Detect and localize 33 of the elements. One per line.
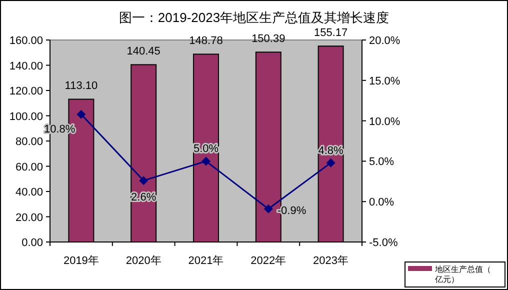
data-label: 150.39 — [252, 33, 286, 46]
x-tick-label: 2021年 — [188, 255, 224, 267]
title: 图一：2019-2023年地区生产总值及其增长速度 — [118, 10, 390, 25]
point — [202, 156, 210, 166]
y2-tick-label: 0.0% — [369, 196, 394, 209]
x-tick-label: 2022年 — [250, 255, 286, 267]
legend-label: 地区生产总值（亿元） — [434, 265, 491, 284]
y-tick-label: 60.00 — [15, 161, 43, 174]
y-tick-label: 80.00 — [15, 136, 43, 148]
y-tick-label: 0.00 — [22, 237, 43, 249]
y-tick-label: 100.00 — [9, 110, 43, 123]
y2-tick-label: 10.0% — [369, 116, 400, 128]
y-tick-label: 40.00 — [15, 186, 43, 198]
data-label: 155.17 — [314, 27, 348, 40]
point — [264, 204, 273, 214]
point — [326, 158, 336, 168]
x-tick-label: 2023年 — [313, 255, 349, 267]
point — [139, 176, 148, 186]
y-tick-label: 20.00 — [15, 212, 43, 224]
y2-tick-label: -5.0% — [369, 237, 398, 249]
x-tick-label: 2020年 — [126, 255, 162, 267]
data-label: 148.78 — [189, 35, 223, 48]
y2-tick-label: 5.0% — [369, 156, 394, 168]
x-tick-label: 2019年 — [63, 255, 99, 267]
y-tick-label: 140.00 — [9, 60, 43, 72]
data-label: 113.10 — [64, 80, 98, 92]
y-tick-label: 120.00 — [9, 86, 43, 98]
point — [76, 110, 86, 119]
y2-tick-label: 15.0% — [369, 75, 400, 88]
legend: 地区生产总值（亿元） — [404, 262, 506, 288]
data-label: 140.45 — [126, 46, 160, 58]
y2-tick-label: 20.0% — [369, 35, 400, 47]
y-tick-label: 160.00 — [9, 35, 43, 47]
